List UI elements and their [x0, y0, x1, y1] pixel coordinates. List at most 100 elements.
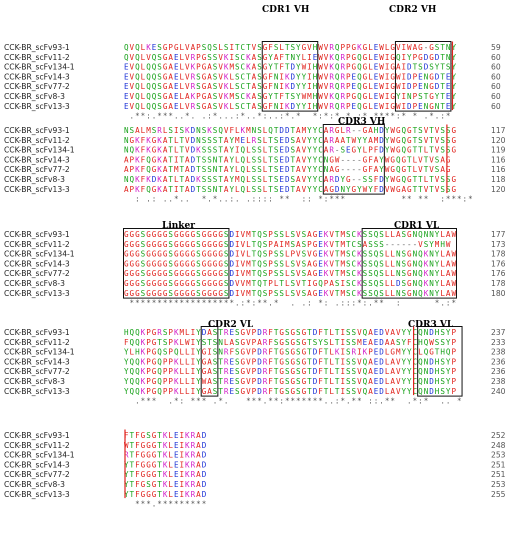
residue: G: [407, 175, 412, 184]
residue: G: [451, 136, 456, 145]
residue: E: [318, 250, 323, 259]
residue: S: [446, 185, 451, 194]
residue: V: [246, 367, 251, 376]
residue: K: [424, 269, 429, 278]
residue: T: [324, 367, 329, 376]
residue: Q: [424, 338, 429, 347]
residue: K: [324, 240, 329, 249]
residue: G: [279, 357, 284, 366]
residue: I: [340, 357, 345, 366]
residue: Y: [385, 136, 390, 145]
residue: S: [429, 63, 434, 72]
residue: A: [196, 451, 201, 460]
residue: W: [379, 72, 384, 81]
sequence-row: QVQLKESGPGLVAPSQSLSITCTVSGFSLTSYGVHWVRQP…: [124, 43, 456, 52]
residue: K: [157, 136, 162, 145]
residue: H: [313, 63, 318, 72]
residue: L: [185, 387, 190, 396]
residue: G: [152, 348, 157, 357]
residue: D: [335, 175, 340, 184]
residue-position: 252: [491, 431, 506, 440]
residue: G: [429, 348, 434, 357]
residue: F: [268, 367, 273, 376]
residue: K: [185, 441, 190, 450]
residue: E: [352, 72, 357, 81]
residue: F: [135, 470, 140, 479]
residue: G: [279, 387, 284, 396]
residue: G: [213, 230, 218, 239]
residue: R: [329, 72, 334, 81]
residue: T: [157, 451, 162, 460]
residue: G: [429, 82, 434, 91]
residue: G: [174, 279, 179, 288]
sequence-row: EVQLQQSGAELVRSGASVKLSCTASGFNIKDYYIHWVRQR…: [124, 102, 456, 111]
residue: S: [257, 185, 262, 194]
residue: A: [446, 259, 451, 268]
consensus-symbol: [418, 112, 423, 121]
consensus-symbol: .: [446, 397, 451, 406]
residue: H: [313, 43, 318, 52]
residue: L: [180, 367, 185, 376]
residue: M: [340, 269, 345, 278]
residue: G: [185, 259, 190, 268]
residue: G: [241, 387, 246, 396]
residue: Q: [146, 72, 151, 81]
residue: R: [157, 328, 162, 337]
residue: L: [390, 230, 395, 239]
residue: Y: [196, 367, 201, 376]
consensus-symbol: *: [202, 500, 207, 509]
residue: A: [440, 165, 445, 174]
residue: T: [274, 328, 279, 337]
residue: S: [235, 367, 240, 376]
consensus-symbol: .: [368, 112, 373, 121]
sequence-label: CCK-BR_scFv14-3: [4, 155, 70, 164]
residue: T: [440, 63, 445, 72]
residue: S: [157, 102, 162, 111]
residue: W: [379, 63, 384, 72]
residue: Y: [302, 102, 307, 111]
consensus-line: ***.*********: [135, 500, 206, 509]
residue: Q: [418, 279, 423, 288]
residue: N: [429, 269, 434, 278]
residue: S: [379, 230, 384, 239]
residue: L: [279, 43, 284, 52]
residue: Y: [196, 387, 201, 396]
sequence-label: CCK-BR_scFv93-1: [4, 230, 70, 239]
consensus-symbol: :: [257, 195, 262, 204]
residue: A: [163, 136, 168, 145]
residue: S: [302, 230, 307, 239]
residue: V: [307, 43, 312, 52]
residue: T: [196, 155, 201, 164]
residue: L: [185, 328, 190, 337]
residue: A: [324, 146, 329, 155]
residue: A: [196, 441, 201, 450]
residue: K: [146, 43, 151, 52]
residue: E: [279, 155, 284, 164]
residue: T: [307, 348, 312, 357]
residue: S: [291, 136, 296, 145]
residue: R: [263, 348, 268, 357]
residue: L: [180, 92, 185, 101]
residue: G: [446, 165, 451, 174]
sequence-row: QVQLVQSGAELVRPGSSVKISCKASGYAFTNYLIEWVKQR…: [124, 53, 456, 62]
residue: G: [302, 328, 307, 337]
residue: Y: [196, 357, 201, 366]
consensus-symbol: :: [335, 397, 340, 406]
residue: L: [440, 259, 445, 268]
residue: S: [213, 126, 218, 135]
residue: E: [346, 146, 351, 155]
residue: C: [352, 269, 357, 278]
residue: V: [246, 348, 251, 357]
residue: G: [146, 240, 151, 249]
residue: R: [124, 451, 129, 460]
residue: L: [185, 348, 190, 357]
residue: Y: [357, 185, 362, 194]
residue: E: [229, 387, 234, 396]
residue: G: [152, 185, 157, 194]
residue: S: [168, 240, 173, 249]
residue: G: [202, 279, 207, 288]
residue: A: [307, 230, 312, 239]
residue: K: [174, 367, 179, 376]
residue: Y: [124, 480, 129, 489]
residue: S: [141, 250, 146, 259]
